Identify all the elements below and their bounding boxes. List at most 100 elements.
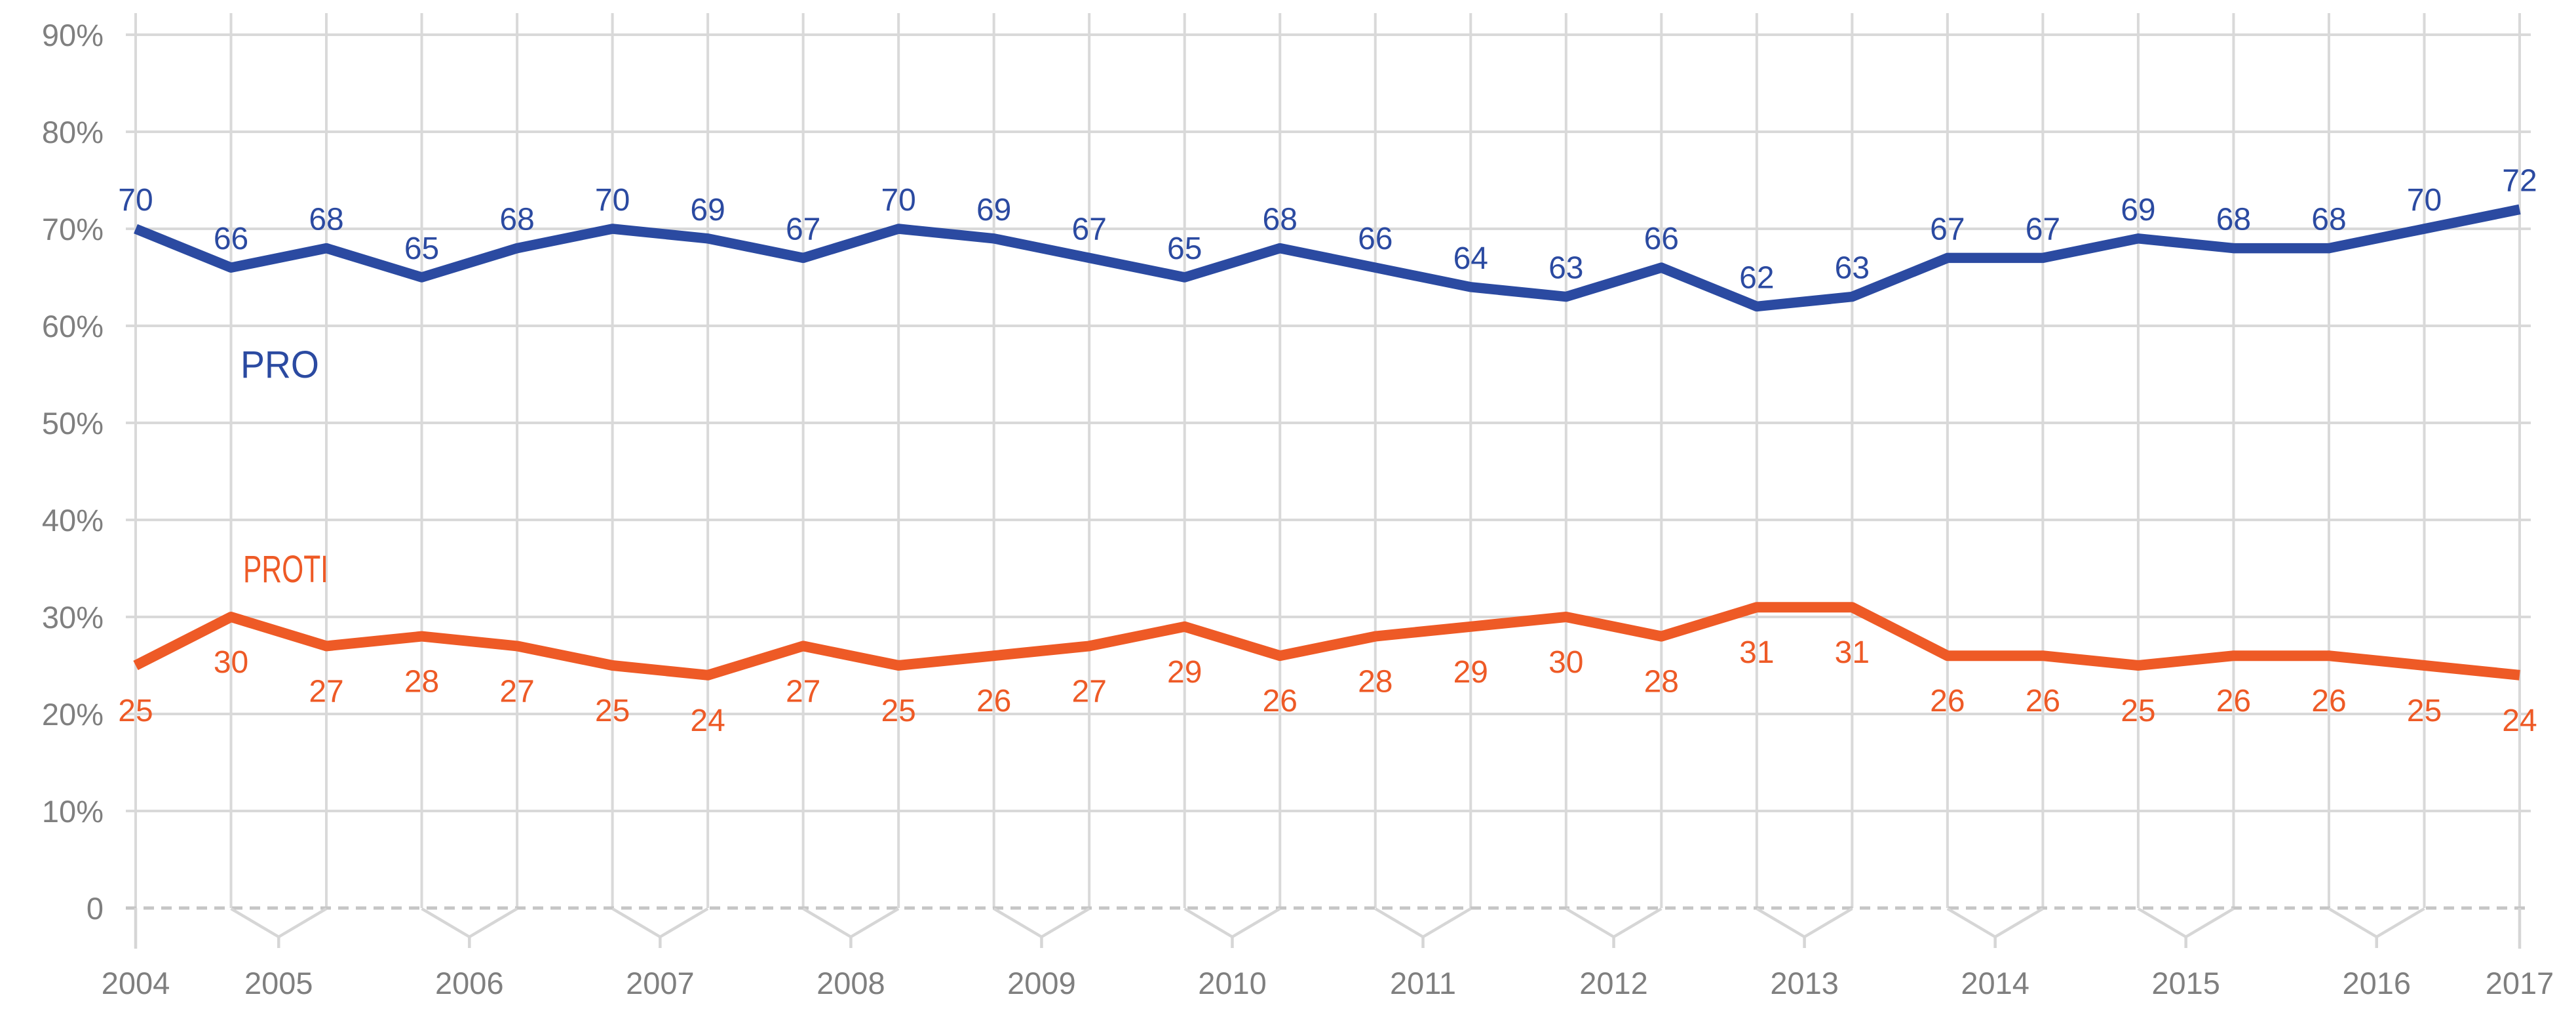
- year-bracket-right: [1803, 907, 1853, 938]
- x-axis-year-label: 2013: [1770, 966, 1839, 1000]
- data-label-proti: 31: [1739, 635, 1774, 670]
- data-label-proti: 25: [2121, 694, 2155, 728]
- data-label-proti: 24: [690, 703, 725, 738]
- data-label-pro: 64: [1453, 241, 1488, 276]
- data-label-proti: 27: [1072, 674, 1107, 709]
- data-label-proti: 26: [2026, 684, 2060, 719]
- data-label-pro: 66: [214, 222, 248, 256]
- year-bracket-left: [611, 907, 661, 938]
- data-label-pro: 67: [786, 212, 820, 247]
- data-label-pro: 67: [1072, 212, 1107, 247]
- year-bracket-right: [850, 907, 900, 938]
- series-line-pro: [134, 204, 2521, 312]
- y-axis-tick-label: 50%: [42, 406, 104, 441]
- year-bracket-left: [1756, 907, 1805, 938]
- year-bracket-right: [469, 907, 518, 938]
- year-bracket-right: [1422, 907, 1472, 938]
- data-label-proti: 26: [2216, 684, 2251, 719]
- x-axis-year-label: 2017: [2486, 966, 2554, 1000]
- x-axis-year-label: 2012: [1579, 966, 1648, 1000]
- y-axis-tick-label: 0: [87, 891, 104, 926]
- x-axis-year-label: 2007: [626, 966, 695, 1000]
- data-label-pro: 69: [2121, 193, 2155, 227]
- data-label-pro: 66: [1644, 222, 1679, 256]
- year-bracket-left: [993, 907, 1043, 938]
- y-axis-tick-label: 60%: [42, 309, 104, 344]
- x-axis-year-label: 2005: [244, 966, 313, 1000]
- data-label-proti: 26: [1930, 684, 1965, 719]
- x-axis-year-label: 2016: [2342, 966, 2411, 1000]
- y-axis-tick-label: 70%: [42, 212, 104, 247]
- year-bracket-left: [1374, 907, 1424, 938]
- year-bracket-left: [1183, 907, 1233, 938]
- series-name-label-proti: PROTI: [243, 548, 328, 591]
- data-label-pro: 66: [1358, 222, 1393, 256]
- data-label-pro: 63: [1835, 251, 1870, 286]
- data-label-proti: 26: [2311, 684, 2346, 719]
- data-label-pro: 62: [1739, 260, 1774, 295]
- data-label-pro: 69: [976, 193, 1011, 227]
- data-label-proti: 29: [1167, 655, 1202, 690]
- data-label-pro: 68: [2216, 203, 2251, 237]
- data-label-proti: 25: [2407, 694, 2442, 728]
- x-axis-year-label: 2015: [2151, 966, 2220, 1000]
- data-label-pro: 68: [2311, 203, 2346, 237]
- data-label-pro: 65: [404, 231, 439, 266]
- year-bracket-right: [2185, 907, 2235, 938]
- year-bracket-left: [1565, 907, 1615, 938]
- data-label-proti: 28: [1644, 665, 1679, 700]
- data-label-proti: 28: [404, 665, 439, 700]
- year-bracket-right: [1613, 907, 1663, 938]
- y-axis-tick-label: 30%: [42, 600, 104, 635]
- year-bracket-right: [1994, 907, 2044, 938]
- data-label-proti: 28: [1358, 665, 1393, 700]
- x-axis-year-label: 2011: [1390, 966, 1456, 1000]
- data-label-pro: 63: [1548, 251, 1583, 286]
- data-label-proti: 26: [1263, 684, 1298, 719]
- y-axis-tick-label: 40%: [42, 503, 104, 538]
- y-axis-tick-label: 10%: [42, 794, 104, 829]
- data-label-pro: 70: [595, 183, 630, 218]
- data-label-proti: 30: [1548, 645, 1583, 680]
- year-bracket-left: [421, 907, 471, 938]
- year-bracket-right: [659, 907, 709, 938]
- year-bracket-left: [230, 907, 280, 938]
- data-label-pro: 68: [499, 203, 534, 237]
- data-label-pro: 65: [1167, 231, 1202, 266]
- data-label-proti: 27: [309, 674, 343, 709]
- year-bracket-right: [1041, 907, 1090, 938]
- x-axis-year-label: 2010: [1198, 966, 1267, 1000]
- x-axis-year-label: 2014: [1961, 966, 2029, 1000]
- x-axis-year-label: 2006: [435, 966, 504, 1000]
- year-bracket-right: [278, 907, 328, 938]
- data-label-pro: 70: [881, 183, 915, 218]
- data-label-proti: 30: [214, 645, 248, 680]
- x-axis-year-label: 2008: [817, 966, 885, 1000]
- data-label-pro: 67: [1930, 212, 1965, 247]
- year-bracket-left: [802, 907, 852, 938]
- x-axis-year-label: 2004: [102, 966, 170, 1000]
- data-label-pro: 70: [118, 183, 153, 218]
- data-label-pro: 68: [1263, 203, 1298, 237]
- data-label-proti: 29: [1453, 655, 1488, 690]
- data-label-proti: 25: [595, 694, 630, 728]
- data-label-proti: 24: [2502, 703, 2537, 738]
- series-line-proti: [133, 602, 2520, 681]
- data-label-proti: 31: [1835, 635, 1870, 670]
- y-axis-tick-label: 80%: [42, 115, 104, 149]
- data-label-pro: 67: [2026, 212, 2060, 247]
- series-name-label-pro: PRO: [240, 344, 319, 386]
- data-label-proti: 27: [786, 674, 820, 709]
- x-axis-year-label: 2009: [1007, 966, 1076, 1000]
- data-label-pro: 72: [2502, 163, 2537, 198]
- data-label-proti: 25: [881, 694, 915, 728]
- data-label-proti: 26: [976, 684, 1011, 719]
- year-bracket-left: [2328, 907, 2377, 938]
- year-bracket-left: [1946, 907, 1996, 938]
- data-label-pro: 69: [690, 193, 725, 227]
- year-bracket-left: [2137, 907, 2187, 938]
- data-label-proti: 27: [499, 674, 534, 709]
